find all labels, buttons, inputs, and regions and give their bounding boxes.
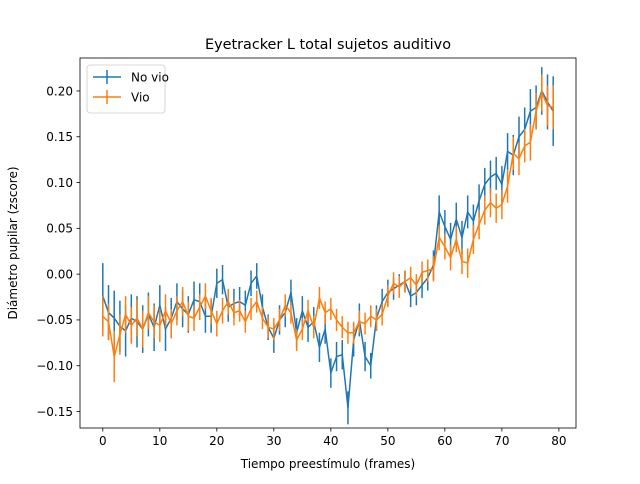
y-tick-label: 0.00	[46, 267, 73, 281]
legend-label-1: No vio	[131, 71, 169, 85]
legend-entry-1: No vio	[93, 70, 169, 85]
y-tick-label: 0.15	[46, 130, 73, 144]
x-tick-label: 30	[266, 434, 281, 448]
x-axis: 0 10 20 30 40 50 60 70 80	[99, 428, 567, 448]
x-axis-label: Tiempo preestímulo (frames)	[240, 457, 415, 471]
series-line-1	[102, 90, 554, 409]
legend: No vio Vio	[86, 64, 169, 114]
legend-label-2: Vio	[131, 91, 150, 105]
series-line-2	[102, 92, 554, 358]
y-tick-label: −0.15	[36, 405, 73, 419]
y-tick-label: 0.05	[46, 222, 73, 236]
x-tick-label: 60	[437, 434, 452, 448]
y-tick-label: 0.20	[46, 84, 73, 98]
plot-frame	[79, 57, 577, 429]
x-tick-label: 0	[99, 434, 107, 448]
axes-layer: 0 10 20 30 40 50 60 70 80 −0.15 −0.10 −0.05 0.00 0.05…	[36, 57, 577, 448]
x-tick-label: 40	[323, 434, 338, 448]
legend-entry-2: Vio	[93, 90, 150, 105]
y-tick-label: −0.10	[36, 359, 73, 373]
x-tick-label: 80	[551, 434, 566, 448]
y-axis-label: Diámetro pupilar (zscore)	[6, 166, 20, 319]
series-2	[102, 74, 554, 383]
y-axis: −0.15 −0.10 −0.05 0.00 0.05 0.10 0.15 0.20	[36, 84, 80, 419]
y-tick-label: −0.05	[36, 313, 73, 327]
x-tick-label: 10	[152, 434, 167, 448]
x-tick-label: 70	[494, 434, 509, 448]
x-tick-label: 50	[380, 434, 395, 448]
series-layer	[102, 67, 554, 425]
chart-title: Eyetracker L total sujetos auditivo	[205, 37, 451, 53]
x-tick-label: 20	[209, 434, 224, 448]
y-tick-label: 0.10	[46, 176, 73, 190]
